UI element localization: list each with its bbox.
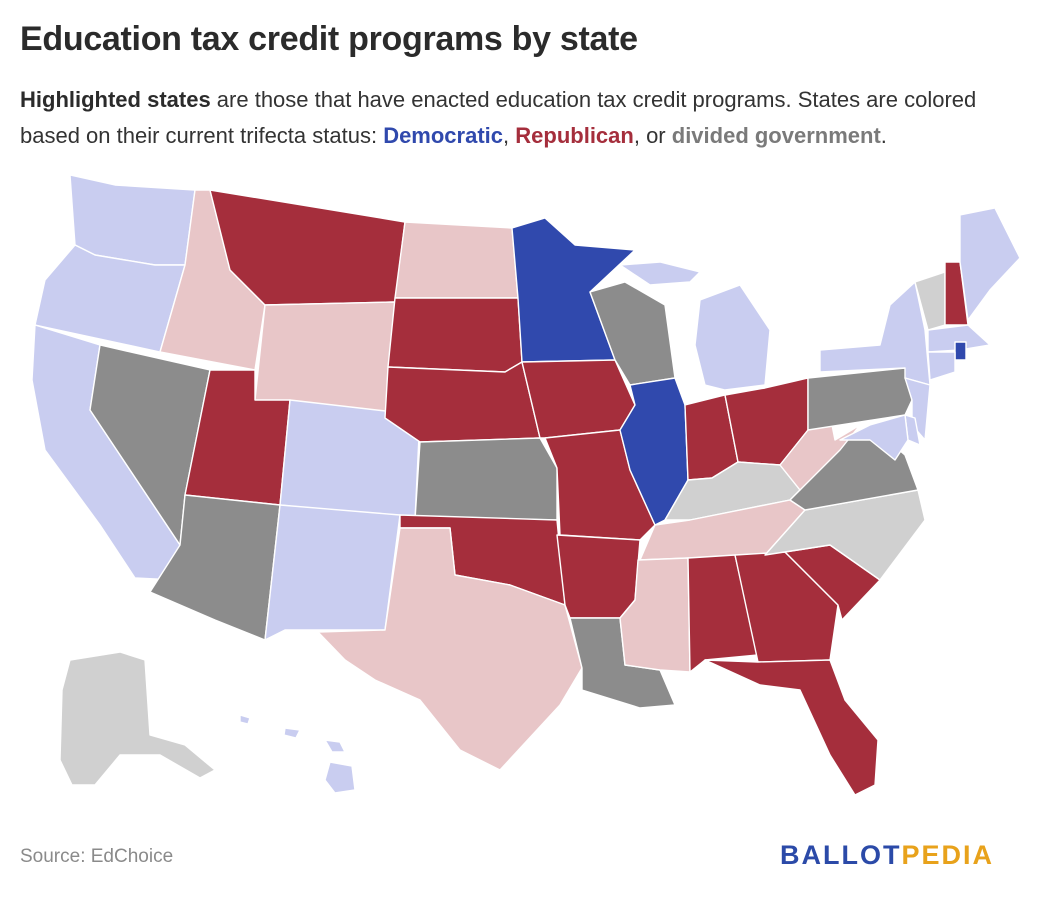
state-hi <box>283 727 301 739</box>
state-ct <box>927 351 956 381</box>
subtitle-sep-1: , <box>503 123 516 148</box>
state-ne <box>384 361 541 443</box>
state-hi <box>324 761 356 794</box>
state-ma <box>927 324 991 353</box>
state-nd <box>394 221 519 299</box>
subtitle-text: are those that have enacted education ta… <box>20 87 977 148</box>
state-ia <box>521 359 636 439</box>
state-mi <box>694 284 771 391</box>
state-al <box>687 554 759 673</box>
state-ny <box>819 281 931 386</box>
source-note: Source: EdChoice <box>20 846 174 867</box>
state-hi <box>239 714 251 725</box>
ballotpedia-logo[interactable]: BALLOTPEDIA <box>780 840 994 871</box>
state-hi <box>324 739 346 753</box>
state-mi <box>619 261 701 286</box>
state-ar <box>556 534 641 619</box>
state-tx <box>317 527 583 771</box>
us-states-map <box>31 174 1021 796</box>
map-subtitle: Highlighted states are those that have e… <box>20 82 1020 154</box>
state-fl <box>704 659 879 796</box>
state-ks <box>414 437 558 521</box>
state-pa <box>807 367 913 431</box>
state-nm <box>264 504 401 641</box>
state-il <box>619 377 689 526</box>
state-nj <box>904 377 931 441</box>
state-me <box>959 207 1021 321</box>
states-layer <box>31 174 1021 796</box>
map-title: Education tax credit programs by state <box>20 20 638 58</box>
state-ak <box>59 651 216 786</box>
state-ri <box>954 341 967 361</box>
logo-part-2: PEDIA <box>901 840 995 870</box>
legend-divided: divided government <box>671 123 881 148</box>
subtitle-sep-2: , or <box>633 123 672 148</box>
state-md <box>839 414 909 461</box>
subtitle-end: . <box>880 123 887 148</box>
legend-republican: Republican <box>515 123 634 148</box>
subtitle-lead: Highlighted states <box>20 87 211 112</box>
logo-part-1: BALLOT <box>780 840 902 870</box>
state-sd <box>387 297 523 373</box>
legend-democratic: Democratic <box>383 123 504 148</box>
